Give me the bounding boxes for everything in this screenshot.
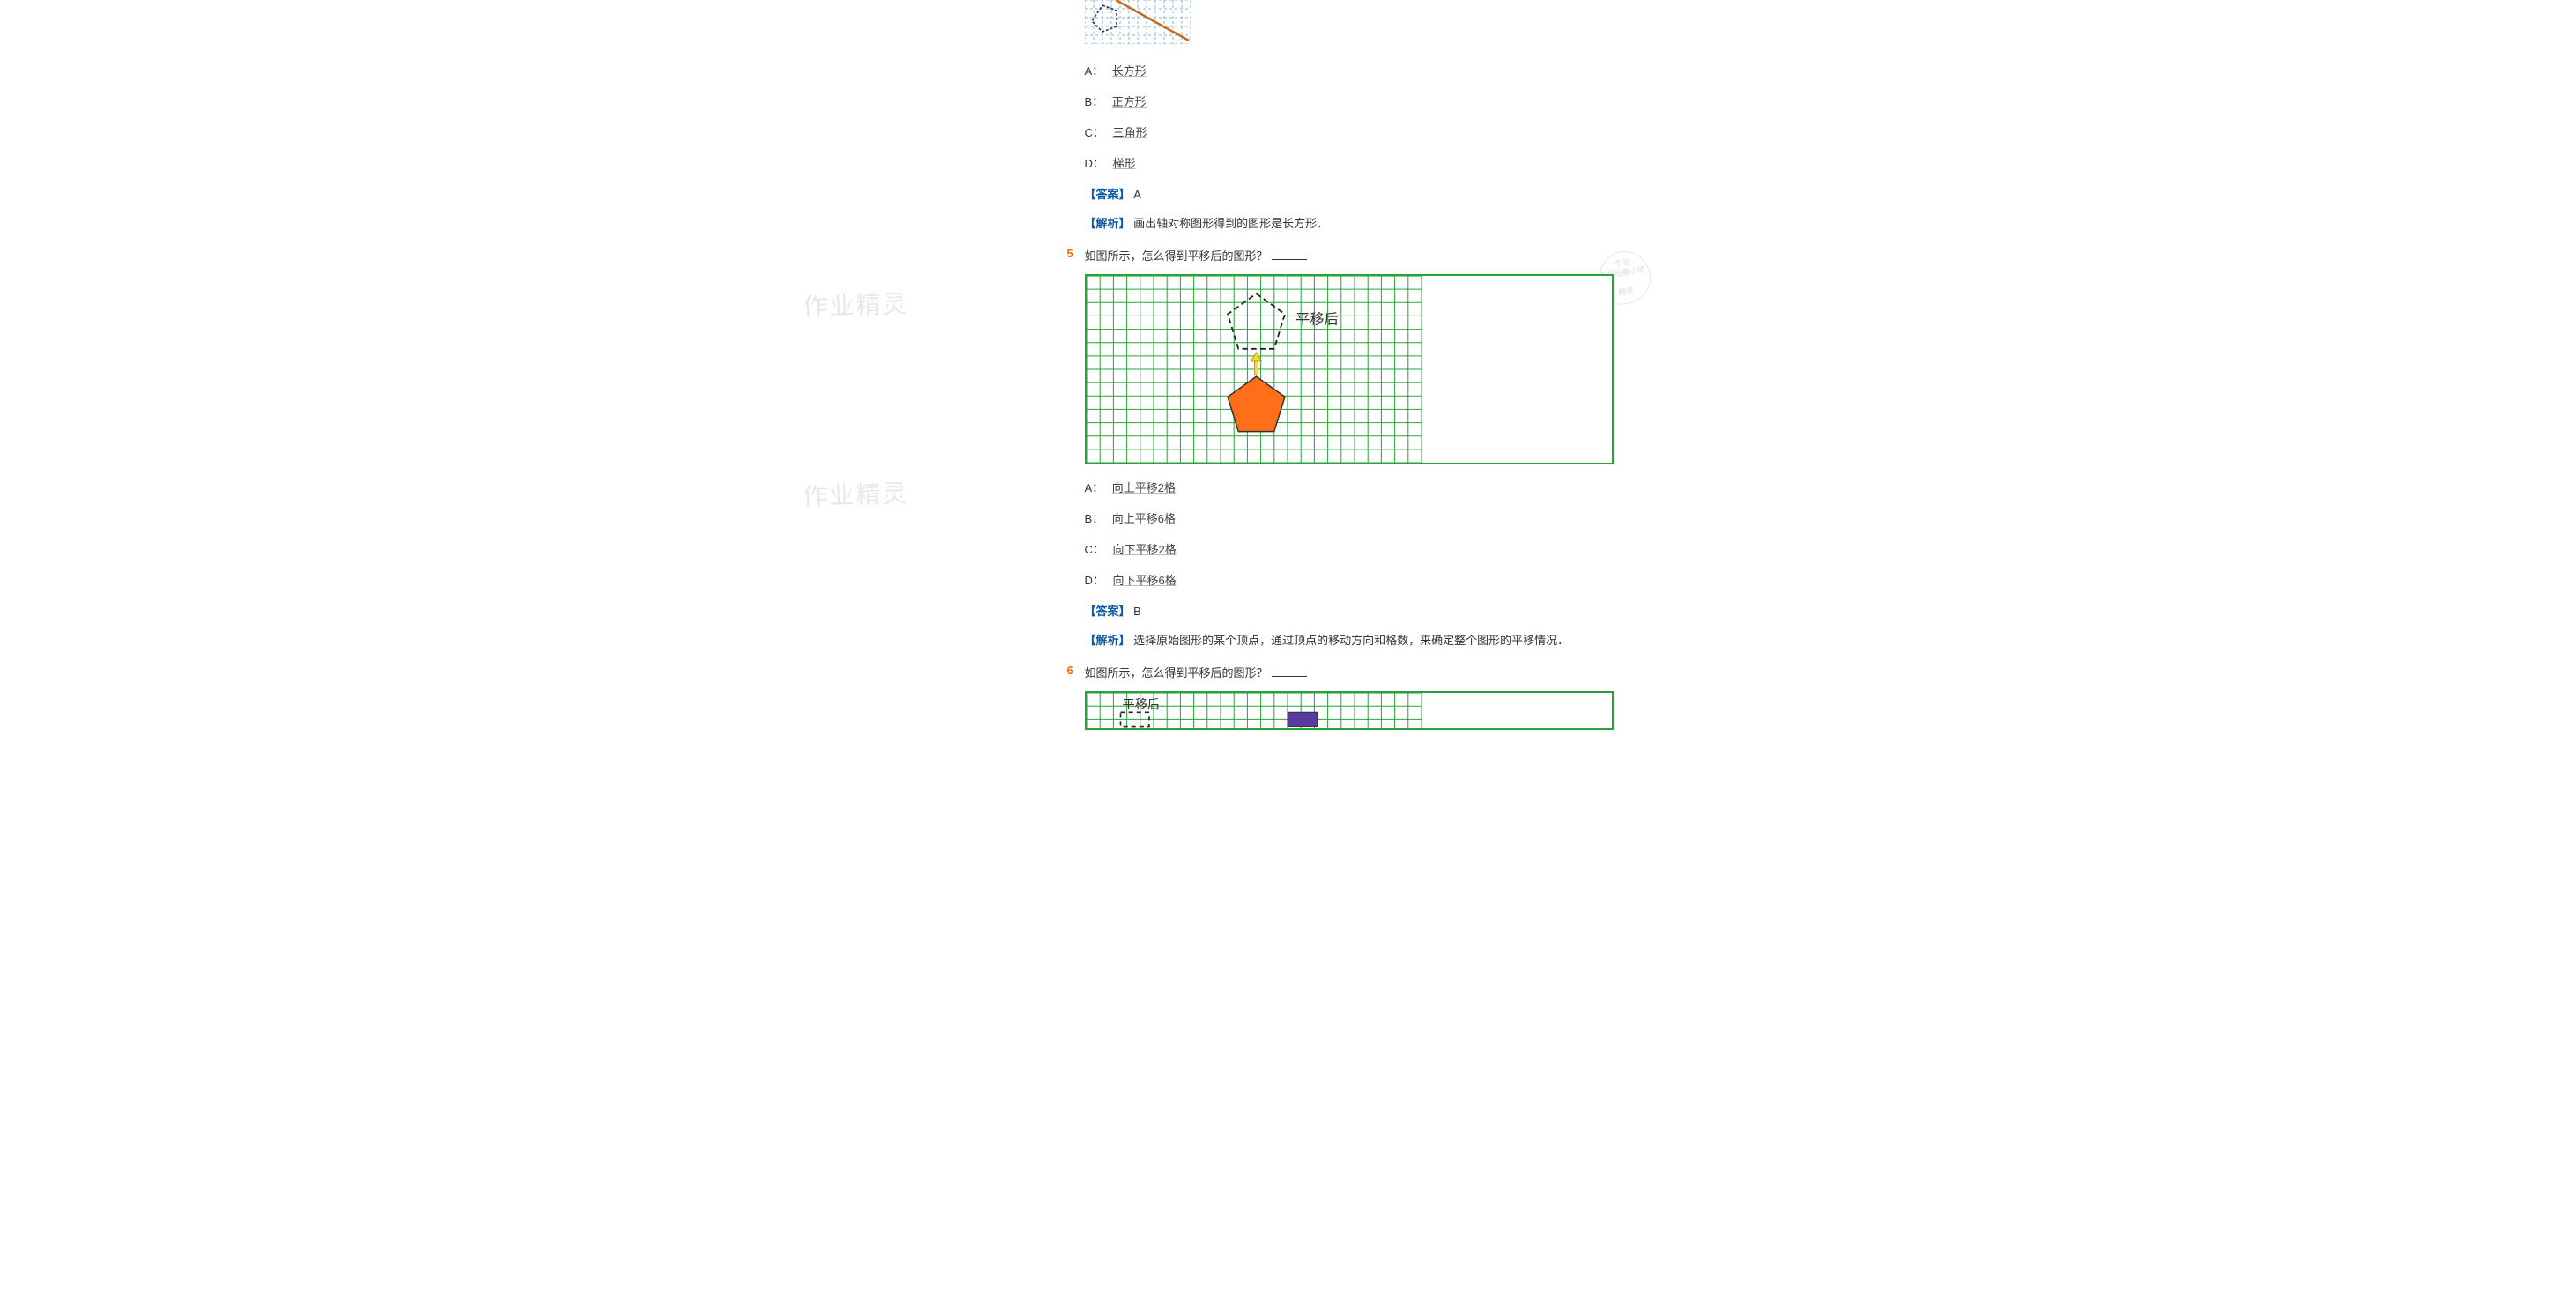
q6-figure-box: 平移后 — [1085, 691, 1614, 730]
option-text: 向下平移2格 — [1113, 543, 1177, 556]
option-label: D： — [1085, 574, 1104, 587]
q4-option-d[interactable]: D： 梯形 — [1085, 154, 1614, 171]
blank-line — [1272, 666, 1307, 677]
option-text: 向上平移2格 — [1112, 481, 1176, 494]
q6-block: 6 如图所示，怎么得到平移后的图形？ 平移后 — [1085, 664, 1614, 730]
option-text: 三角形 — [1113, 126, 1147, 139]
option-text: 向上平移6格 — [1112, 512, 1176, 525]
option-text: 向下平移6格 — [1113, 574, 1177, 587]
option-label: A： — [1085, 481, 1104, 494]
option-text: 长方形 — [1112, 64, 1147, 78]
q6-qtext-span: 如图所示，怎么得到平移后的图形？ — [1085, 666, 1268, 679]
q5-question-text: 如图所示，怎么得到平移后的图形？ — [1085, 247, 1614, 264]
stamp-line-1: 作 业 — [1612, 257, 1631, 270]
q5-option-c[interactable]: C： 向下平移2格 — [1085, 540, 1614, 557]
q6-number: 6 — [1067, 664, 1073, 677]
option-label: B： — [1085, 95, 1104, 108]
option-text: 梯形 — [1113, 157, 1136, 170]
q4-options: A： 长方形 B： 正方形 C： 三角形 D： 梯形 — [1085, 62, 1614, 171]
q6-figure-svg: 平移后 — [1087, 693, 1422, 728]
q5-block: 5 如图所示，怎么得到平移后的图形？ 平移后 A： 向上平移2格 B： 向上平移… — [1085, 247, 1614, 648]
analysis-label: 【解析】 — [1085, 217, 1131, 230]
answer-label: 【答案】 — [1085, 605, 1131, 618]
option-label: C： — [1085, 126, 1104, 139]
q5-option-d[interactable]: D： 向下平移6格 — [1085, 571, 1614, 588]
q5-number: 5 — [1067, 247, 1073, 260]
page: 作业精灵 作业精灵 作 业 作业检查小助手 精灵 A： 长方形 B： 正方形 C… — [644, 0, 1933, 772]
option-text: 正方形 — [1112, 95, 1147, 108]
content-column: A： 长方形 B： 正方形 C： 三角形 D： 梯形 【答案】 A 【解析】 画… — [1085, 0, 1614, 730]
svg-text:平移后: 平移后 — [1295, 312, 1339, 328]
q5-answer: 【答案】 B — [1085, 602, 1614, 619]
answer-label: 【答案】 — [1085, 188, 1131, 201]
q5-figure-box: 平移后 — [1085, 274, 1614, 464]
watermark-left-2: 作业精灵 — [802, 474, 909, 513]
q5-option-a[interactable]: A： 向上平移2格 — [1085, 479, 1614, 495]
q4-option-a[interactable]: A： 长方形 — [1085, 62, 1614, 78]
q5-qtext-span: 如图所示，怎么得到平移后的图形？ — [1085, 249, 1268, 263]
answer-value: B — [1133, 605, 1141, 618]
q4-figure — [1085, 0, 1614, 44]
q5-analysis: 【解析】 选择原始图形的某个顶点，通过顶点的移动方向和格数，来确定整个图形的平移… — [1085, 631, 1614, 648]
option-label: C： — [1085, 543, 1104, 556]
analysis-text: 选择原始图形的某个顶点，通过顶点的移动方向和格数，来确定整个图形的平移情况． — [1133, 634, 1569, 647]
q4-option-b[interactable]: B： 正方形 — [1085, 93, 1614, 109]
option-label: D： — [1085, 157, 1104, 170]
option-label: A： — [1085, 64, 1104, 78]
svg-text:平移后: 平移后 — [1122, 698, 1160, 712]
analysis-label: 【解析】 — [1085, 634, 1131, 647]
q6-question-text: 如图所示，怎么得到平移后的图形？ — [1085, 664, 1614, 680]
watermark-left-1: 作业精灵 — [802, 285, 909, 323]
q5-option-b[interactable]: B： 向上平移6格 — [1085, 509, 1614, 526]
answer-value: A — [1133, 188, 1141, 201]
analysis-text: 画出轴对称图形得到的图形是长方形． — [1133, 217, 1328, 230]
stamp-line-3: 精灵 — [1617, 286, 1634, 297]
q5-options: A： 向上平移2格 B： 向上平移6格 C： 向下平移2格 D： 向下平移6格 — [1085, 479, 1614, 588]
q4-analysis: 【解析】 画出轴对称图形得到的图形是长方形． — [1085, 214, 1614, 231]
q5-figure-svg: 平移后 — [1087, 276, 1422, 463]
q4-answer: 【答案】 A — [1085, 185, 1614, 202]
blank-line — [1272, 249, 1307, 260]
q4-figure-svg — [1085, 0, 1199, 44]
q4-option-c[interactable]: C： 三角形 — [1085, 123, 1614, 140]
option-label: B： — [1085, 512, 1104, 525]
